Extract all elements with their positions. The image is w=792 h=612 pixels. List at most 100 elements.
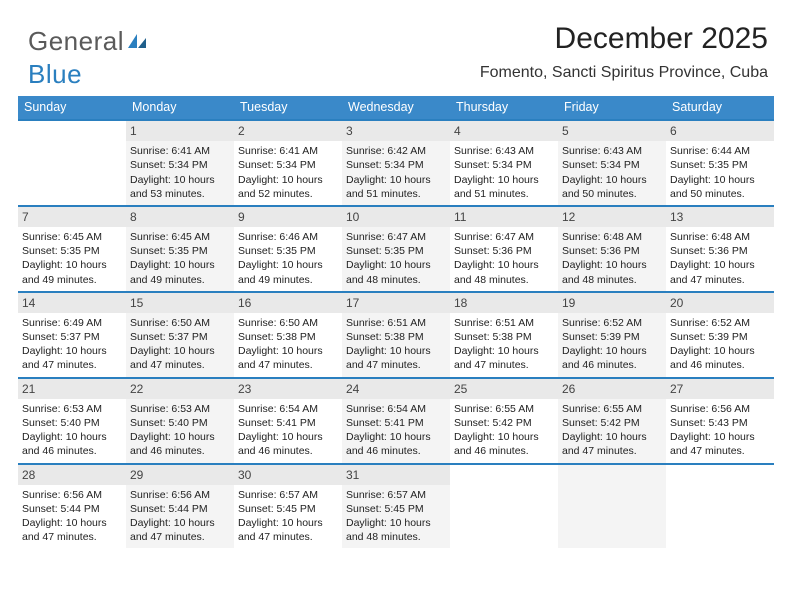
brand-word-2: Blue — [28, 59, 82, 89]
sunrise-line: Sunrise: 6:48 AM — [670, 230, 770, 244]
sunset-line: Sunset: 5:45 PM — [346, 502, 446, 516]
calendar-day — [558, 465, 666, 549]
calendar-day: 19Sunrise: 6:52 AMSunset: 5:39 PMDayligh… — [558, 293, 666, 377]
sunrise-line: Sunrise: 6:55 AM — [454, 402, 554, 416]
weekday-header: Friday — [558, 96, 666, 119]
daylight-line: Daylight: 10 hours and 48 minutes. — [562, 258, 662, 286]
daylight-line: Daylight: 10 hours and 46 minutes. — [130, 430, 230, 458]
sunrise-line: Sunrise: 6:41 AM — [130, 144, 230, 158]
weekday-header: Tuesday — [234, 96, 342, 119]
brand-logo: General Blue — [28, 26, 148, 90]
sunset-line: Sunset: 5:41 PM — [238, 416, 338, 430]
day-body: Sunrise: 6:46 AMSunset: 5:35 PMDaylight:… — [234, 227, 342, 291]
sunrise-line: Sunrise: 6:54 AM — [346, 402, 446, 416]
day-number — [18, 121, 126, 141]
calendar-week: 14Sunrise: 6:49 AMSunset: 5:37 PMDayligh… — [18, 291, 774, 377]
day-number: 11 — [450, 207, 558, 227]
day-body: Sunrise: 6:57 AMSunset: 5:45 PMDaylight:… — [234, 485, 342, 549]
sunrise-line: Sunrise: 6:43 AM — [562, 144, 662, 158]
page-header: December 2025 Fomento, Sancti Spiritus P… — [480, 22, 768, 82]
calendar-week: 1Sunrise: 6:41 AMSunset: 5:34 PMDaylight… — [18, 119, 774, 205]
day-number: 16 — [234, 293, 342, 313]
calendar-day: 3Sunrise: 6:42 AMSunset: 5:34 PMDaylight… — [342, 121, 450, 205]
sunset-line: Sunset: 5:40 PM — [130, 416, 230, 430]
sunrise-line: Sunrise: 6:54 AM — [238, 402, 338, 416]
day-body: Sunrise: 6:51 AMSunset: 5:38 PMDaylight:… — [450, 313, 558, 377]
calendar-day: 15Sunrise: 6:50 AMSunset: 5:37 PMDayligh… — [126, 293, 234, 377]
day-body: Sunrise: 6:56 AMSunset: 5:44 PMDaylight:… — [18, 485, 126, 549]
day-body: Sunrise: 6:41 AMSunset: 5:34 PMDaylight:… — [234, 141, 342, 205]
daylight-line: Daylight: 10 hours and 53 minutes. — [130, 173, 230, 201]
calendar-day: 14Sunrise: 6:49 AMSunset: 5:37 PMDayligh… — [18, 293, 126, 377]
sunset-line: Sunset: 5:38 PM — [238, 330, 338, 344]
day-body: Sunrise: 6:43 AMSunset: 5:34 PMDaylight:… — [558, 141, 666, 205]
daylight-line: Daylight: 10 hours and 52 minutes. — [238, 173, 338, 201]
day-body: Sunrise: 6:57 AMSunset: 5:45 PMDaylight:… — [342, 485, 450, 549]
day-body: Sunrise: 6:44 AMSunset: 5:35 PMDaylight:… — [666, 141, 774, 205]
day-number: 2 — [234, 121, 342, 141]
sunrise-line: Sunrise: 6:44 AM — [670, 144, 770, 158]
day-body: Sunrise: 6:41 AMSunset: 5:34 PMDaylight:… — [126, 141, 234, 205]
sunrise-line: Sunrise: 6:51 AM — [454, 316, 554, 330]
sunset-line: Sunset: 5:34 PM — [130, 158, 230, 172]
calendar-day: 1Sunrise: 6:41 AMSunset: 5:34 PMDaylight… — [126, 121, 234, 205]
daylight-line: Daylight: 10 hours and 46 minutes. — [346, 430, 446, 458]
location-subtitle: Fomento, Sancti Spiritus Province, Cuba — [480, 64, 768, 82]
sunrise-line: Sunrise: 6:47 AM — [454, 230, 554, 244]
day-body: Sunrise: 6:48 AMSunset: 5:36 PMDaylight:… — [558, 227, 666, 291]
day-number: 7 — [18, 207, 126, 227]
day-number: 30 — [234, 465, 342, 485]
sunrise-line: Sunrise: 6:52 AM — [670, 316, 770, 330]
day-number — [666, 465, 774, 485]
sunset-line: Sunset: 5:38 PM — [346, 330, 446, 344]
weekday-header: Saturday — [666, 96, 774, 119]
day-number: 24 — [342, 379, 450, 399]
sunrise-line: Sunrise: 6:56 AM — [22, 488, 122, 502]
daylight-line: Daylight: 10 hours and 46 minutes. — [454, 430, 554, 458]
sunrise-line: Sunrise: 6:55 AM — [562, 402, 662, 416]
sunset-line: Sunset: 5:37 PM — [22, 330, 122, 344]
calendar-grid: SundayMondayTuesdayWednesdayThursdayFrid… — [18, 96, 774, 548]
day-number: 23 — [234, 379, 342, 399]
calendar-day: 29Sunrise: 6:56 AMSunset: 5:44 PMDayligh… — [126, 465, 234, 549]
sunset-line: Sunset: 5:36 PM — [454, 244, 554, 258]
daylight-line: Daylight: 10 hours and 51 minutes. — [346, 173, 446, 201]
sunrise-line: Sunrise: 6:50 AM — [238, 316, 338, 330]
sunset-line: Sunset: 5:34 PM — [238, 158, 338, 172]
day-number — [450, 465, 558, 485]
day-number: 21 — [18, 379, 126, 399]
day-number: 1 — [126, 121, 234, 141]
sail-icon — [126, 28, 148, 59]
calendar-day: 30Sunrise: 6:57 AMSunset: 5:45 PMDayligh… — [234, 465, 342, 549]
weekday-header: Thursday — [450, 96, 558, 119]
daylight-line: Daylight: 10 hours and 47 minutes. — [238, 344, 338, 372]
sunset-line: Sunset: 5:36 PM — [562, 244, 662, 258]
sunset-line: Sunset: 5:35 PM — [670, 158, 770, 172]
calendar-day: 20Sunrise: 6:52 AMSunset: 5:39 PMDayligh… — [666, 293, 774, 377]
daylight-line: Daylight: 10 hours and 50 minutes. — [670, 173, 770, 201]
sunrise-line: Sunrise: 6:51 AM — [346, 316, 446, 330]
day-number: 10 — [342, 207, 450, 227]
calendar-day: 8Sunrise: 6:45 AMSunset: 5:35 PMDaylight… — [126, 207, 234, 291]
day-body: Sunrise: 6:53 AMSunset: 5:40 PMDaylight:… — [126, 399, 234, 463]
sunset-line: Sunset: 5:35 PM — [346, 244, 446, 258]
daylight-line: Daylight: 10 hours and 47 minutes. — [670, 430, 770, 458]
sunset-line: Sunset: 5:44 PM — [22, 502, 122, 516]
calendar-day: 24Sunrise: 6:54 AMSunset: 5:41 PMDayligh… — [342, 379, 450, 463]
day-body: Sunrise: 6:47 AMSunset: 5:36 PMDaylight:… — [450, 227, 558, 291]
day-number: 19 — [558, 293, 666, 313]
sunrise-line: Sunrise: 6:52 AM — [562, 316, 662, 330]
day-body: Sunrise: 6:54 AMSunset: 5:41 PMDaylight:… — [342, 399, 450, 463]
day-body: Sunrise: 6:43 AMSunset: 5:34 PMDaylight:… — [450, 141, 558, 205]
day-number: 31 — [342, 465, 450, 485]
sunrise-line: Sunrise: 6:57 AM — [238, 488, 338, 502]
day-body: Sunrise: 6:56 AMSunset: 5:43 PMDaylight:… — [666, 399, 774, 463]
calendar-day: 9Sunrise: 6:46 AMSunset: 5:35 PMDaylight… — [234, 207, 342, 291]
day-number: 4 — [450, 121, 558, 141]
sunset-line: Sunset: 5:34 PM — [346, 158, 446, 172]
sunrise-line: Sunrise: 6:47 AM — [346, 230, 446, 244]
daylight-line: Daylight: 10 hours and 47 minutes. — [454, 344, 554, 372]
sunrise-line: Sunrise: 6:53 AM — [130, 402, 230, 416]
calendar-day: 17Sunrise: 6:51 AMSunset: 5:38 PMDayligh… — [342, 293, 450, 377]
calendar-day: 23Sunrise: 6:54 AMSunset: 5:41 PMDayligh… — [234, 379, 342, 463]
